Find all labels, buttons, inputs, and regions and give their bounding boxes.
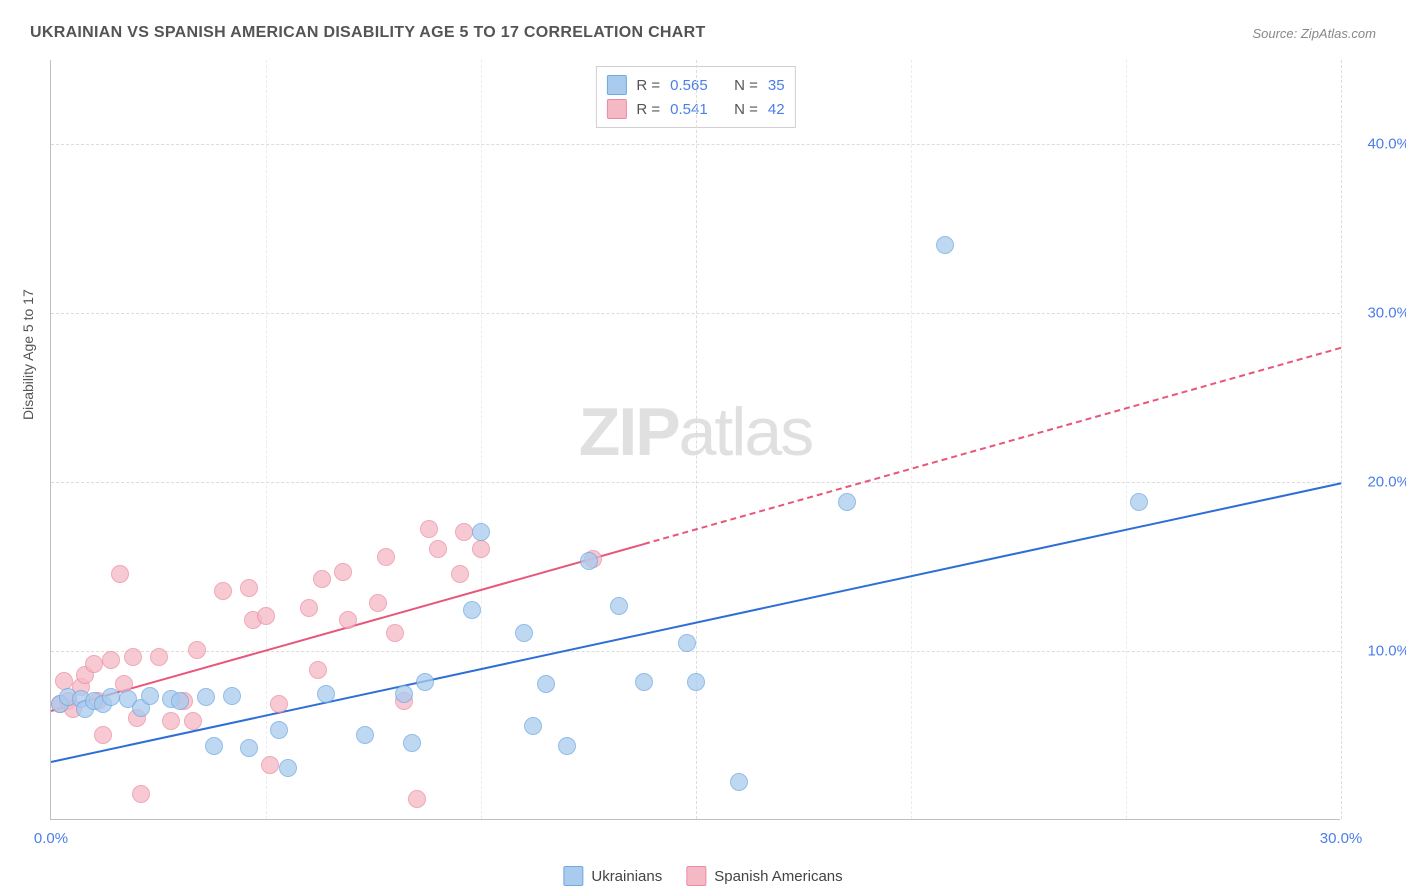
x-tick-label: 0.0% <box>34 830 68 847</box>
legend-swatch <box>686 866 706 886</box>
stats-n-value: 42 <box>768 101 785 118</box>
data-point <box>102 688 120 706</box>
scatter-plot-area: ZIPatlas R =0.565N =35R =0.541N =42 10.0… <box>50 60 1340 820</box>
y-tick-label: 20.0% <box>1350 474 1406 491</box>
data-point <box>205 737 223 755</box>
data-point <box>687 673 705 691</box>
data-point <box>188 641 206 659</box>
data-point <box>610 597 628 615</box>
x-tick-label: 30.0% <box>1320 830 1363 847</box>
stats-swatch <box>606 75 626 95</box>
data-point <box>300 599 318 617</box>
data-point <box>150 648 168 666</box>
trend-line-extrapolated-spanish-americans <box>644 347 1341 545</box>
legend-label: Ukrainians <box>591 868 662 885</box>
data-point <box>223 687 241 705</box>
data-point <box>386 624 404 642</box>
legend-swatch <box>563 866 583 886</box>
data-point <box>261 756 279 774</box>
data-point <box>162 712 180 730</box>
data-point <box>356 726 374 744</box>
data-point <box>270 721 288 739</box>
data-point <box>240 739 258 757</box>
watermark-atlas: atlas <box>679 394 813 470</box>
gridline-vertical-minor <box>266 60 267 819</box>
source-attribution: Source: ZipAtlas.com <box>1252 26 1376 41</box>
data-point <box>171 692 189 710</box>
data-point <box>416 673 434 691</box>
data-point <box>124 648 142 666</box>
data-point <box>472 523 490 541</box>
data-point <box>317 685 335 703</box>
stats-n-label: N = <box>734 77 758 94</box>
data-point <box>309 661 327 679</box>
legend-label: Spanish Americans <box>714 868 842 885</box>
data-point <box>102 651 120 669</box>
stats-n-label: N = <box>734 101 758 118</box>
data-point <box>141 687 159 705</box>
watermark-zip: ZIP <box>579 394 679 470</box>
gridline-vertical-minor <box>911 60 912 819</box>
data-point <box>197 688 215 706</box>
data-point <box>524 717 542 735</box>
data-point <box>515 624 533 642</box>
data-point <box>55 672 73 690</box>
data-point <box>132 785 150 803</box>
stats-swatch <box>606 99 626 119</box>
data-point <box>838 493 856 511</box>
data-point <box>678 634 696 652</box>
data-point <box>240 579 258 597</box>
stats-r-value: 0.565 <box>670 77 716 94</box>
chart-title: UKRAINIAN VS SPANISH AMERICAN DISABILITY… <box>30 24 706 42</box>
data-point <box>377 548 395 566</box>
data-point <box>184 712 202 730</box>
legend-item: Ukrainians <box>563 866 662 886</box>
data-point <box>936 236 954 254</box>
stats-r-label: R = <box>636 77 660 94</box>
data-point <box>455 523 473 541</box>
gridline-vertical-minor <box>1126 60 1127 819</box>
y-axis-title: Disability Age 5 to 17 <box>20 289 36 420</box>
data-point <box>313 570 331 588</box>
data-point <box>334 563 352 581</box>
data-point <box>111 565 129 583</box>
data-point <box>472 540 490 558</box>
legend-item: Spanish Americans <box>686 866 842 886</box>
gridline-vertical-minor <box>481 60 482 819</box>
data-point <box>85 655 103 673</box>
gridline-vertical <box>696 60 697 819</box>
data-point <box>403 734 421 752</box>
data-point <box>94 726 112 744</box>
gridline-vertical <box>1341 60 1342 819</box>
data-point <box>730 773 748 791</box>
data-point <box>580 552 598 570</box>
data-point <box>339 611 357 629</box>
stats-n-value: 35 <box>768 77 785 94</box>
source-prefix: Source: <box>1252 26 1300 41</box>
data-point <box>463 601 481 619</box>
data-point <box>369 594 387 612</box>
y-tick-label: 30.0% <box>1350 305 1406 322</box>
data-point <box>635 673 653 691</box>
data-point <box>395 685 413 703</box>
data-point <box>420 520 438 538</box>
series-legend: Ukrainians Spanish Americans <box>563 866 842 886</box>
source-name: ZipAtlas.com <box>1301 26 1376 41</box>
stats-r-label: R = <box>636 101 660 118</box>
y-tick-label: 40.0% <box>1350 136 1406 153</box>
data-point <box>257 607 275 625</box>
data-point <box>451 565 469 583</box>
data-point <box>214 582 232 600</box>
data-point <box>270 695 288 713</box>
data-point <box>1130 493 1148 511</box>
data-point <box>429 540 447 558</box>
stats-r-value: 0.541 <box>670 101 716 118</box>
data-point <box>408 790 426 808</box>
data-point <box>279 759 297 777</box>
data-point <box>558 737 576 755</box>
data-point <box>537 675 555 693</box>
y-tick-label: 10.0% <box>1350 643 1406 660</box>
